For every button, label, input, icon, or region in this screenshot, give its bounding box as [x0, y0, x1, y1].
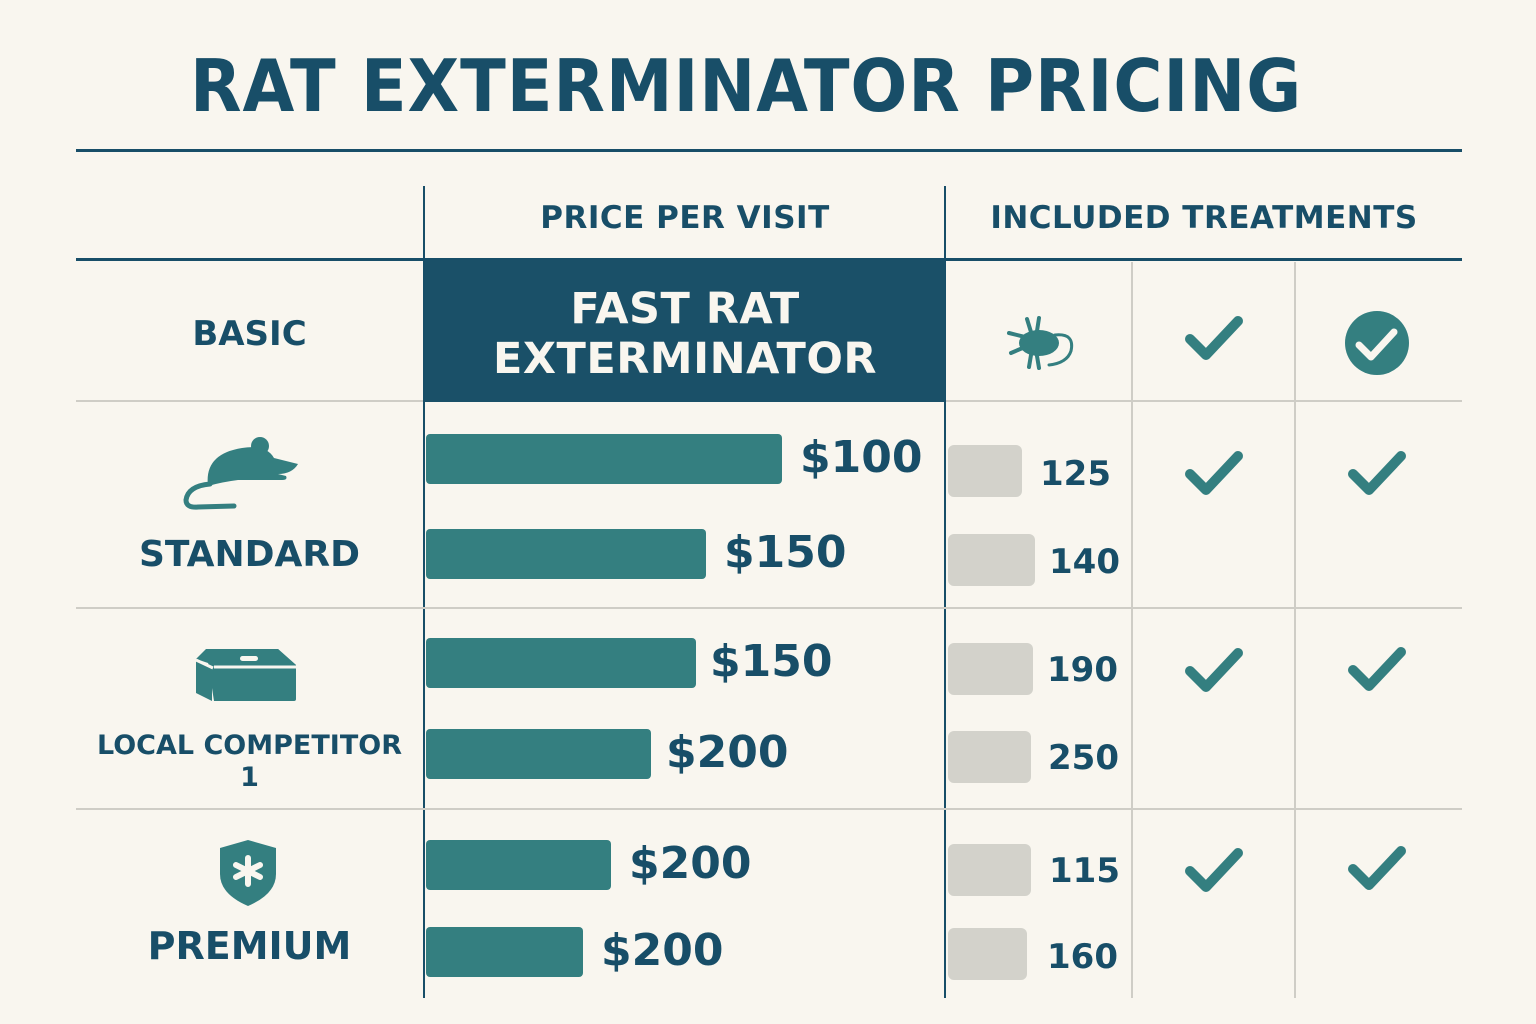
price-value: $150 [710, 636, 833, 687]
price-bar [426, 729, 651, 779]
checkmark-icon [1348, 647, 1406, 691]
treatment-bar [948, 731, 1031, 783]
treatment-value: 115 [1049, 851, 1120, 891]
column-header-treatments: INCLUDED TREATMENTS [990, 200, 1418, 236]
checkmark-circle-icon [1345, 311, 1409, 375]
company-name-line-2: EXTERMINATOR [492, 334, 878, 384]
price-bar [426, 434, 782, 484]
shield-icon [220, 840, 276, 906]
title-divider [76, 149, 1462, 152]
company-name-line-1: FAST RAT [570, 284, 800, 334]
price-bar [426, 529, 706, 579]
row-label-standard: STANDARD [138, 534, 361, 575]
checkmark-icon [1185, 848, 1243, 892]
treatment-value: 140 [1049, 542, 1120, 582]
checkmark-icon [1185, 648, 1243, 692]
row-divider [946, 400, 1462, 402]
treatment-bar [948, 844, 1031, 896]
highlight-company-header: FAST RAT EXTERMINATOR [425, 260, 945, 402]
row-label-line-2: 1 [240, 762, 259, 793]
price-value: $200 [666, 727, 789, 778]
treatment-value: 190 [1047, 650, 1118, 690]
row-divider [76, 400, 423, 402]
checkmark-icon [1348, 846, 1406, 890]
checkmark-icon [1348, 451, 1406, 495]
row-divider [76, 808, 1462, 810]
checkmark-icon [1185, 451, 1243, 495]
price-bar [426, 638, 696, 688]
treatment-bar [948, 534, 1035, 586]
column-divider-left [423, 186, 425, 998]
column-header-price: PRICE PER VISIT [540, 200, 830, 236]
price-value: $200 [629, 838, 752, 889]
treatment-bar [948, 445, 1022, 497]
page-title: RAT EXTERMINATOR PRICING [190, 44, 1303, 128]
header-divider [76, 258, 1462, 261]
column-divider-right [944, 186, 946, 998]
row-label-basic: BASIC [192, 314, 307, 354]
row-divider [76, 607, 1462, 609]
box-icon [195, 649, 296, 701]
row-label-line-1: LOCAL COMPETITOR [96, 730, 402, 761]
treatment-divider-1 [1131, 262, 1133, 998]
treatment-divider-2 [1294, 262, 1296, 998]
price-bar [426, 840, 611, 890]
treatment-value: 125 [1040, 454, 1111, 494]
treatment-value: 250 [1048, 738, 1119, 778]
price-bar [426, 927, 583, 977]
treatment-bar [948, 928, 1027, 980]
checkmark-icon [1185, 316, 1243, 360]
rat-bug-icon [1007, 316, 1074, 370]
treatment-bar [948, 643, 1033, 695]
price-value: $100 [800, 432, 923, 483]
price-value: $150 [724, 527, 847, 578]
mouse-icon [183, 437, 298, 510]
treatment-value: 160 [1047, 937, 1118, 977]
price-value: $200 [601, 925, 724, 976]
row-label-local-competitor: LOCAL COMPETITOR 1 [76, 730, 423, 794]
row-label-premium: PREMIUM [147, 924, 352, 968]
